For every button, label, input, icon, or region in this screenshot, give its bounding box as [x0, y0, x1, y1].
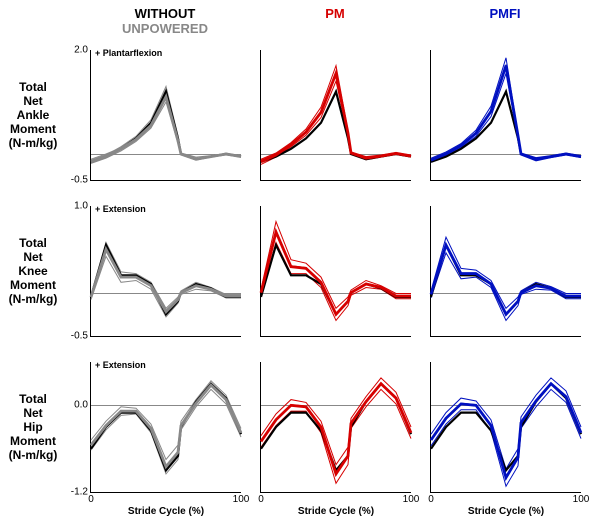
column-header-line: WITHOUT: [90, 6, 240, 21]
y-tick-label: 0.0: [74, 400, 91, 411]
chart-lines: [431, 50, 581, 180]
trial-line: [431, 244, 581, 313]
row-label-line: (N-m/kg): [2, 292, 64, 306]
baseline-line: [431, 245, 581, 314]
x-axis-label: Stride Cycle (%): [261, 506, 411, 517]
condition-mean-line: [261, 73, 411, 161]
condition-mean-line: [261, 232, 411, 314]
x-tick-label: 100: [233, 492, 250, 505]
condition-mean-line: [91, 97, 241, 162]
baseline-line: [261, 245, 411, 314]
y-tick-label: 1.0: [74, 201, 91, 212]
chart-lines: [431, 362, 581, 492]
row-label-line: Net: [2, 250, 64, 264]
row-label: TotalNetHipMoment(N-m/kg): [2, 392, 64, 462]
y-tick-label: -0.5: [71, 331, 91, 342]
trial-line: [91, 242, 241, 308]
condition-mean-line: [431, 245, 581, 314]
row-label-line: Moment: [2, 434, 64, 448]
chart-panel: [260, 206, 411, 337]
row-label-line: (N-m/kg): [2, 136, 64, 150]
chart-panel: -0.52.0+ Plantarflexion: [90, 50, 241, 181]
column-header-line: PMFI: [430, 6, 580, 21]
x-tick-label: 0: [428, 492, 434, 505]
condition-mean-line: [431, 384, 581, 478]
row-label-line: Total: [2, 236, 64, 250]
chart-panel: 0100Stride Cycle (%): [260, 362, 411, 493]
row-label-line: Moment: [2, 278, 64, 292]
chart-panel: [430, 206, 581, 337]
trial-line: [261, 230, 411, 313]
column-header-line: UNPOWERED: [90, 21, 240, 36]
trial-line: [261, 73, 411, 160]
column-header: PM: [260, 6, 410, 21]
y-tick-label: -0.5: [71, 175, 91, 186]
condition-mean-line: [431, 66, 581, 161]
chart-lines: [91, 50, 241, 180]
chart-panel: -1.20.0+ Extension0100Stride Cycle (%): [90, 362, 241, 493]
column-header: WITHOUTUNPOWERED: [90, 6, 240, 36]
trial-line: [261, 222, 411, 309]
row-label-line: Net: [2, 406, 64, 420]
x-axis-label: Stride Cycle (%): [431, 506, 581, 517]
row-label-line: Moment: [2, 122, 64, 136]
chart-panel: [430, 50, 581, 181]
column-header: PMFI: [430, 6, 580, 21]
chart-lines: [91, 362, 241, 492]
chart-panel: [260, 50, 411, 181]
trial-line: [431, 253, 581, 321]
trial-line: [431, 237, 581, 308]
row-label-line: Ankle: [2, 108, 64, 122]
trial-line: [91, 389, 241, 474]
x-tick-label: 100: [573, 492, 590, 505]
row-label-line: Net: [2, 94, 64, 108]
baseline-line: [91, 245, 241, 314]
row-label-line: Total: [2, 392, 64, 406]
trial-line: [431, 65, 581, 160]
column-headers: WITHOUTUNPOWERED PM PMFI: [0, 6, 600, 46]
row-label: TotalNetAnkleMoment(N-m/kg): [2, 80, 64, 150]
chart-lines: [431, 206, 581, 336]
baseline-line: [431, 384, 581, 471]
x-tick-label: 0: [258, 492, 264, 505]
chart-panel: -0.51.0+ Extension: [90, 206, 241, 337]
column-header-line: PM: [260, 6, 410, 21]
x-tick-label: 0: [88, 492, 94, 505]
chart-lines: [261, 206, 411, 336]
x-tick-label: 100: [403, 492, 420, 505]
chart-lines: [91, 206, 241, 336]
x-axis-label: Stride Cycle (%): [91, 506, 241, 517]
chart-panel: 0100Stride Cycle (%): [430, 362, 581, 493]
chart-lines: [261, 50, 411, 180]
y-tick-label: 2.0: [74, 45, 91, 56]
row-label-line: Total: [2, 80, 64, 94]
trial-line: [431, 383, 581, 477]
row-label-line: Knee: [2, 264, 64, 278]
row-label: TotalNetKneeMoment(N-m/kg): [2, 236, 64, 306]
row-label-line: (N-m/kg): [2, 448, 64, 462]
row-label-line: Hip: [2, 420, 64, 434]
chart-lines: [261, 362, 411, 492]
